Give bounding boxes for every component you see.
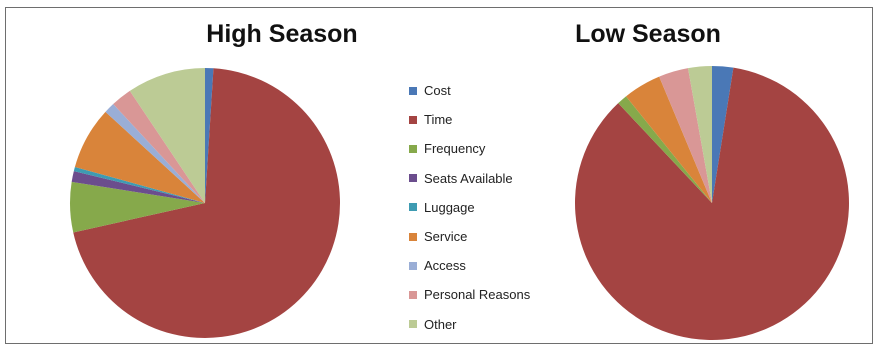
legend-label: Luggage xyxy=(424,199,475,215)
legend-swatch xyxy=(409,290,417,299)
high-season-slice-seats-available xyxy=(71,171,205,203)
low-season-slice-service xyxy=(626,76,712,203)
legend-swatch xyxy=(409,203,417,212)
legend-item-seats-available: Seats Available xyxy=(409,164,569,193)
legend-swatch xyxy=(409,144,417,153)
legend-label: Access xyxy=(424,258,466,274)
high-season-slice-other xyxy=(129,68,205,203)
legend-label: Other xyxy=(424,316,457,332)
pie-chart-low-season xyxy=(575,66,849,340)
high-season-slice-service xyxy=(74,111,205,203)
legend-item-cost: Cost xyxy=(409,76,569,105)
high-season-slice-cost xyxy=(205,68,214,203)
legend-label: Service xyxy=(424,229,468,245)
legend-label: Seats Available xyxy=(424,170,513,186)
low-season-slice-time xyxy=(575,67,849,340)
legend-label: Personal Reasons xyxy=(424,287,531,303)
legend-item-access: Access xyxy=(409,251,569,280)
legend-swatch xyxy=(409,320,417,329)
low-season-slice-personal-reasons xyxy=(659,68,712,203)
legend-label: Time xyxy=(424,112,453,128)
low-season-slice-frequency xyxy=(618,96,712,203)
legend-label: Frequency xyxy=(424,141,486,157)
legend-item-other: Other xyxy=(409,310,569,339)
legend-item-luggage: Luggage xyxy=(409,193,569,222)
legend-swatch xyxy=(409,261,417,270)
legend-item-personal-reasons: Personal Reasons xyxy=(409,280,569,309)
pie-chart-high-season xyxy=(69,68,341,339)
legend-swatch xyxy=(409,174,417,183)
legend-item-frequency: Frequency xyxy=(409,134,569,163)
legend: Cost Time Frequency Seats Available Luggage S… xyxy=(409,76,569,339)
legend-item-time: Time xyxy=(409,105,569,134)
low-season-slice-other xyxy=(688,66,712,203)
legend-item-service: Service xyxy=(409,222,569,251)
low-season-slice-cost xyxy=(712,66,734,203)
legend-swatch xyxy=(409,86,417,95)
high-season-slice-frequency xyxy=(69,181,205,233)
high-season-slice-personal-reasons xyxy=(113,90,205,203)
legend-label: Cost xyxy=(424,83,451,99)
chart-title-low-season: Low Season xyxy=(575,20,721,48)
legend-swatch xyxy=(409,232,417,241)
high-season-slice-time xyxy=(73,68,341,339)
legend-swatch xyxy=(409,115,417,124)
high-season-slice-luggage xyxy=(73,166,206,203)
chart-title-high-season: High Season xyxy=(206,20,358,48)
high-season-slice-access xyxy=(105,104,205,203)
